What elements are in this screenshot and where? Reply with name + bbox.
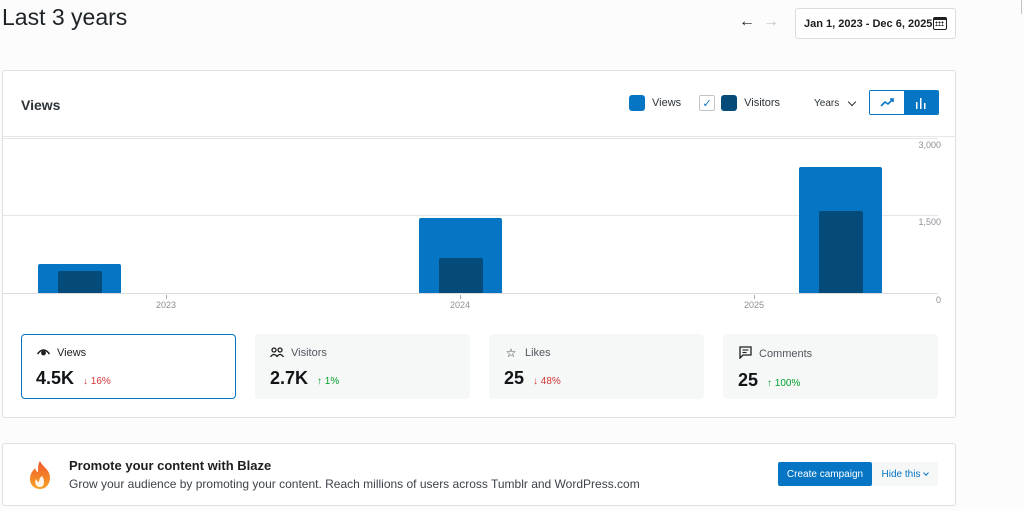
stat-card-views[interactable]: Views 4.5K ↓ 16% [21, 334, 236, 399]
period-navigation: ← → [739, 12, 779, 32]
legend-label: Visitors [744, 97, 781, 109]
gridline [3, 215, 938, 216]
bar-visitors-2025[interactable] [819, 211, 863, 293]
legend-label: Views [652, 97, 682, 109]
bar-visitors-2024[interactable] [439, 258, 483, 293]
views-swatch [629, 95, 645, 111]
period-select[interactable]: Years [814, 97, 857, 109]
hide-this-label: Hide this [881, 468, 921, 480]
legend-item-views: Views [629, 95, 681, 111]
star-icon: ☆ [505, 346, 517, 360]
people-icon [269, 346, 285, 360]
comment-icon [738, 346, 752, 362]
visitors-swatch [721, 95, 738, 111]
scrollbar[interactable] [1021, 0, 1022, 14]
stat-card-visitors[interactable]: Visitors 2.7K ↑ 1% [255, 334, 470, 399]
chart-title: Views [21, 97, 61, 113]
views-chart-card: Views Views ✓ Visitors Years [2, 70, 956, 418]
visitors-checkbox[interactable]: ✓ [699, 95, 716, 111]
create-campaign-button[interactable]: Create campaign [778, 462, 872, 486]
previous-period-arrow-icon[interactable]: ← [739, 13, 755, 30]
trend-line-icon [880, 97, 894, 107]
stat-delta: ↑ 1% [317, 376, 340, 387]
stat-label: Visitors [291, 347, 327, 359]
page-title: Last 3 years [2, 4, 128, 30]
gridline [3, 138, 938, 139]
y-tick: 3,000 [918, 140, 941, 150]
hide-this-button[interactable]: Hide this [872, 462, 938, 486]
chart-type-toggle [869, 90, 939, 115]
x-tick-mark [166, 295, 167, 299]
period-select-value: Years [814, 98, 840, 109]
date-range-picker[interactable]: Jan 1, 2023 - Dec 6, 2025 [795, 8, 956, 39]
date-range-label: Jan 1, 2023 - Dec 6, 2025 [804, 17, 933, 30]
stat-cards: Views 4.5K ↓ 16% Visitors 2.7K ↑ 1% [21, 334, 938, 399]
promo-description: Grow your audience by promoting your con… [69, 477, 640, 491]
x-tick-mark [754, 295, 755, 299]
stat-label: Comments [759, 348, 813, 360]
stat-delta: ↓ 48% [533, 376, 561, 387]
stat-card-likes[interactable]: ☆ Likes 25 ↓ 48% [489, 334, 704, 399]
y-tick: 1,500 [918, 217, 941, 227]
chevron-down-icon [923, 469, 930, 476]
stat-card-comments[interactable]: Comments 25 ↑ 100% [723, 334, 938, 399]
stat-value: 4.5K [36, 368, 75, 388]
stat-delta: ↓ 16% [83, 376, 111, 387]
flame-icon [30, 461, 50, 489]
stat-label: Views [57, 347, 87, 359]
chevron-down-icon [847, 97, 857, 107]
blaze-promo-banner: Promote your content with Blaze Grow you… [2, 443, 956, 506]
x-tick: 2024 [449, 300, 471, 310]
calendar-icon [933, 17, 947, 30]
bar-chart: 3,000 1,500 0 2023 2024 2025 [3, 138, 955, 310]
chart-legend: Views ✓ Visitors [629, 95, 798, 111]
bar-chart-button[interactable] [904, 91, 938, 114]
x-tick: 2025 [743, 300, 765, 310]
legend-item-visitors[interactable]: ✓ Visitors [699, 95, 780, 111]
stat-label: Likes [525, 347, 551, 359]
next-period-arrow-icon[interactable]: → [763, 13, 779, 30]
stat-delta: ↑ 100% [767, 378, 801, 389]
eye-icon [36, 346, 50, 360]
bar-visitors-2023[interactable] [58, 271, 102, 293]
bar-chart-icon [916, 97, 926, 109]
x-axis-line [3, 293, 938, 294]
y-tick: 0 [935, 295, 941, 305]
stat-value: 25 [504, 368, 525, 388]
x-tick: 2023 [155, 300, 177, 310]
chart-header: Views Views ✓ Visitors Years [3, 71, 955, 137]
stat-value: 25 [738, 370, 759, 390]
line-chart-button[interactable] [870, 91, 904, 114]
promo-title: Promote your content with Blaze [69, 458, 272, 473]
x-tick-mark [460, 295, 461, 299]
stat-value: 2.7K [270, 368, 309, 388]
